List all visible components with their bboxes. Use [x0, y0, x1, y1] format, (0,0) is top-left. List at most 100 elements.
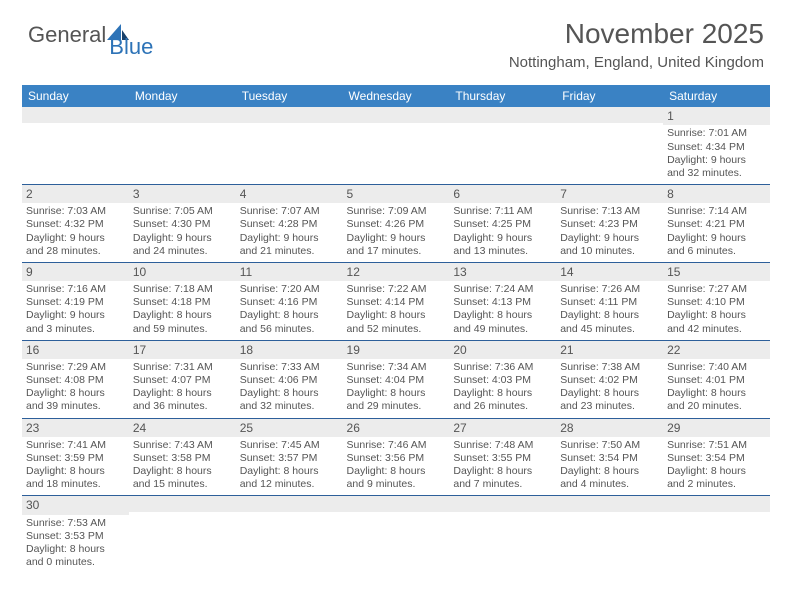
day-number: 18 [236, 341, 343, 359]
day-number: 14 [556, 263, 663, 281]
calendar-cell: 21Sunrise: 7:38 AMSunset: 4:02 PMDayligh… [556, 340, 663, 418]
sunset-text: Sunset: 4:25 PM [453, 218, 552, 231]
day-detail: Sunrise: 7:11 AMSunset: 4:25 PMDaylight:… [449, 203, 556, 262]
sunset-text: Sunset: 4:26 PM [347, 218, 446, 231]
day-number: 5 [343, 185, 450, 203]
sunset-text: Sunset: 3:56 PM [347, 452, 446, 465]
calendar-cell: 18 Sunrise: 7:33 AMSunset: 4:06 PMDayligh… [236, 340, 343, 418]
sunrise-text: Sunrise: 7:26 AM [560, 283, 659, 296]
day-number [236, 496, 343, 512]
day-number [236, 107, 343, 123]
sunrise-text: Sunrise: 7:01 AM [667, 127, 766, 140]
daylight-text: Daylight: 8 hours and 9 minutes. [347, 465, 446, 491]
day-number [129, 107, 236, 123]
calendar-cell [343, 496, 450, 573]
sunrise-text: Sunrise: 7:03 AM [26, 205, 125, 218]
sunrise-text: Sunrise: 7:33 AM [240, 361, 339, 374]
daylight-text: Daylight: 9 hours and 21 minutes. [240, 232, 339, 258]
day-number: 11 [236, 263, 343, 281]
calendar-cell: 27Sunrise: 7:48 AMSunset: 3:55 PMDayligh… [449, 418, 556, 496]
sunrise-text: Sunrise: 7:18 AM [133, 283, 232, 296]
sunrise-text: Sunrise: 7:07 AM [240, 205, 339, 218]
sunset-text: Sunset: 3:54 PM [560, 452, 659, 465]
calendar-body: 1Sunrise: 7:01 AMSunset: 4:34 PMDaylight… [22, 107, 770, 573]
calendar-cell: 23Sunrise: 7:41 AMSunset: 3:59 PMDayligh… [22, 418, 129, 496]
day-header: Thursday [449, 85, 556, 107]
daylight-text: Daylight: 8 hours and 26 minutes. [453, 387, 552, 413]
day-detail: Sunrise: 7:26 AMSunset: 4:11 PMDaylight:… [556, 281, 663, 340]
daylight-text: Daylight: 8 hours and 45 minutes. [560, 309, 659, 335]
calendar-week: 23Sunrise: 7:41 AMSunset: 3:59 PMDayligh… [22, 418, 770, 496]
daylight-text: Daylight: 8 hours and 49 minutes. [453, 309, 552, 335]
sunset-text: Sunset: 4:28 PM [240, 218, 339, 231]
sunrise-text: Sunrise: 7:22 AM [347, 283, 446, 296]
day-detail: Sunrise: 7:38 AMSunset: 4:02 PMDaylight:… [556, 359, 663, 418]
daylight-text: Daylight: 9 hours and 6 minutes. [667, 232, 766, 258]
day-number [343, 107, 450, 123]
sunset-text: Sunset: 4:04 PM [347, 374, 446, 387]
sunrise-text: Sunrise: 7:34 AM [347, 361, 446, 374]
sunrise-text: Sunrise: 7:38 AM [560, 361, 659, 374]
daylight-text: Daylight: 8 hours and 32 minutes. [240, 387, 339, 413]
day-header: Saturday [663, 85, 770, 107]
sunrise-text: Sunrise: 7:13 AM [560, 205, 659, 218]
sunset-text: Sunset: 4:08 PM [26, 374, 125, 387]
sunset-text: Sunset: 4:21 PM [667, 218, 766, 231]
day-number: 2 [22, 185, 129, 203]
calendar-cell: 9Sunrise: 7:16 AMSunset: 4:19 PMDaylight… [22, 262, 129, 340]
daylight-text: Daylight: 8 hours and 29 minutes. [347, 387, 446, 413]
daylight-text: Daylight: 9 hours and 13 minutes. [453, 232, 552, 258]
calendar-cell: 30Sunrise: 7:53 AMSunset: 3:53 PMDayligh… [22, 496, 129, 573]
calendar-cell: 12Sunrise: 7:22 AMSunset: 4:14 PMDayligh… [343, 262, 450, 340]
day-detail: Sunrise: 7:41 AMSunset: 3:59 PMDaylight:… [22, 437, 129, 496]
sunset-text: Sunset: 4:06 PM [240, 374, 339, 387]
day-detail: Sunrise: 7:16 AMSunset: 4:19 PMDaylight:… [22, 281, 129, 340]
calendar-cell: 19Sunrise: 7:34 AMSunset: 4:04 PMDayligh… [343, 340, 450, 418]
calendar-week: 9Sunrise: 7:16 AMSunset: 4:19 PMDaylight… [22, 262, 770, 340]
sunset-text: Sunset: 3:59 PM [26, 452, 125, 465]
daylight-text: Daylight: 8 hours and 0 minutes. [26, 543, 125, 569]
sunset-text: Sunset: 4:30 PM [133, 218, 232, 231]
calendar-container: SundayMondayTuesdayWednesdayThursdayFrid… [0, 85, 792, 573]
day-detail: Sunrise: 7:14 AMSunset: 4:21 PMDaylight:… [663, 203, 770, 262]
day-detail: Sunrise: 7:36 AMSunset: 4:03 PMDaylight:… [449, 359, 556, 418]
sunrise-text: Sunrise: 7:05 AM [133, 205, 232, 218]
sunrise-text: Sunrise: 7:50 AM [560, 439, 659, 452]
day-number [343, 496, 450, 512]
sunset-text: Sunset: 4:02 PM [560, 374, 659, 387]
day-number [22, 107, 129, 123]
day-number: 15 [663, 263, 770, 281]
day-detail: Sunrise: 7:01 AMSunset: 4:34 PMDaylight:… [663, 125, 770, 184]
day-detail: Sunrise: 7:51 AMSunset: 3:54 PMDaylight:… [663, 437, 770, 496]
day-detail: Sunrise: 7:13 AMSunset: 4:23 PMDaylight:… [556, 203, 663, 262]
calendar-cell: 4Sunrise: 7:07 AMSunset: 4:28 PMDaylight… [236, 184, 343, 262]
day-number: 22 [663, 341, 770, 359]
calendar-cell: 16Sunrise: 7:29 AMSunset: 4:08 PMDayligh… [22, 340, 129, 418]
sunset-text: Sunset: 4:10 PM [667, 296, 766, 309]
day-detail: Sunrise: 7:03 AMSunset: 4:32 PMDaylight:… [22, 203, 129, 262]
day-detail: Sunrise: 7:29 AMSunset: 4:08 PMDaylight:… [22, 359, 129, 418]
logo-text-general: General [28, 22, 106, 48]
day-number: 29 [663, 419, 770, 437]
daylight-text: Daylight: 8 hours and 23 minutes. [560, 387, 659, 413]
daylight-text: Daylight: 8 hours and 7 minutes. [453, 465, 552, 491]
daylight-text: Daylight: 8 hours and 18 minutes. [26, 465, 125, 491]
day-number: 27 [449, 419, 556, 437]
day-header: Monday [129, 85, 236, 107]
calendar-cell: 20Sunrise: 7:36 AMSunset: 4:03 PMDayligh… [449, 340, 556, 418]
daylight-text: Daylight: 8 hours and 4 minutes. [560, 465, 659, 491]
day-detail: Sunrise: 7:31 AMSunset: 4:07 PMDaylight:… [129, 359, 236, 418]
calendar-cell: 3Sunrise: 7:05 AMSunset: 4:30 PMDaylight… [129, 184, 236, 262]
location-text: Nottingham, England, United Kingdom [509, 54, 764, 71]
day-number: 24 [129, 419, 236, 437]
day-number [449, 496, 556, 512]
day-number [556, 107, 663, 123]
day-number: 21 [556, 341, 663, 359]
calendar-cell [343, 107, 450, 184]
sunset-text: Sunset: 4:32 PM [26, 218, 125, 231]
day-detail: Sunrise: 7:45 AMSunset: 3:57 PMDaylight:… [236, 437, 343, 496]
calendar-week: 30Sunrise: 7:53 AMSunset: 3:53 PMDayligh… [22, 496, 770, 573]
sunrise-text: Sunrise: 7:16 AM [26, 283, 125, 296]
page-title: November 2025 [509, 18, 764, 50]
sunset-text: Sunset: 4:03 PM [453, 374, 552, 387]
